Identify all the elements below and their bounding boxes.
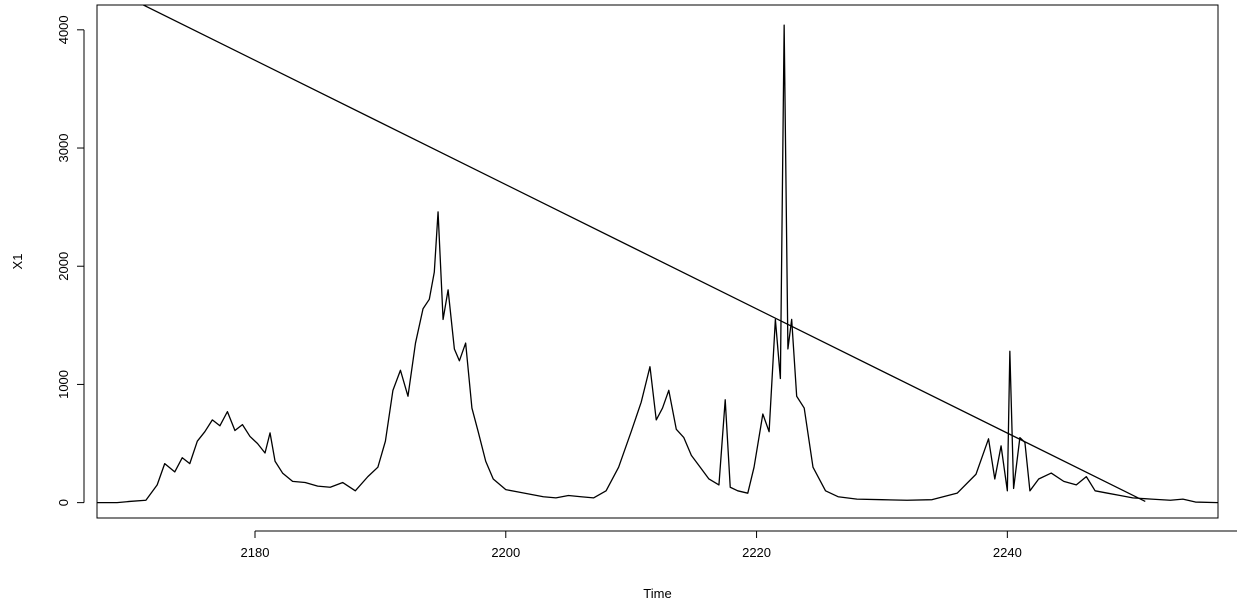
y-tick-label: 4000 (56, 15, 71, 44)
y-axis-title: X1 (10, 254, 25, 270)
x-tick-label: 2240 (993, 545, 1022, 560)
y-tick-label: 0 (56, 499, 71, 506)
y-tick-label: 1000 (56, 370, 71, 399)
series-layer (97, 5, 1218, 504)
x-axis-title: Time (643, 586, 671, 601)
plot-frame (96, 4, 1219, 519)
x-tick-label: 2180 (241, 545, 270, 560)
y-axis: 0 1000 2000 3000 4000 (56, 15, 85, 506)
series-line-1 (97, 24, 1218, 504)
x-tick-label: 2220 (742, 545, 771, 560)
x-tick-label: 2200 (491, 545, 520, 560)
y-tick-label: 2000 (56, 252, 71, 281)
y-tick-label: 3000 (56, 134, 71, 163)
series-line-2 (141, 5, 1146, 503)
x-axis: 21802200222022402260 (241, 530, 1237, 560)
